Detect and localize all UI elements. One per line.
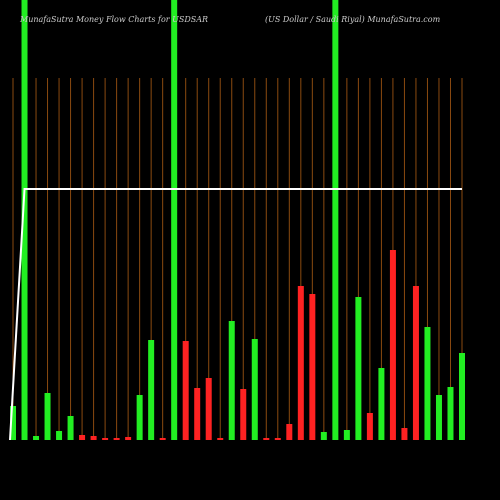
bar [44, 393, 51, 440]
bar [182, 341, 189, 440]
bar [274, 438, 281, 440]
bar [159, 438, 166, 440]
bar [320, 432, 327, 440]
bar [447, 387, 454, 440]
bar [102, 438, 109, 440]
bar [90, 436, 97, 440]
bar [389, 250, 396, 440]
bar [401, 428, 408, 440]
bar [228, 321, 235, 440]
bar [366, 413, 373, 440]
bar [67, 416, 74, 440]
bar [79, 435, 86, 440]
bar [136, 395, 143, 440]
bar [125, 437, 132, 440]
bar [378, 368, 385, 440]
bar [343, 430, 350, 440]
bar [412, 286, 419, 440]
bar [459, 353, 465, 440]
bar [217, 438, 224, 440]
bar [33, 436, 40, 440]
bar [309, 294, 316, 440]
bar [113, 438, 120, 440]
bar [205, 378, 212, 440]
bar [171, 0, 178, 440]
bar [355, 297, 362, 440]
bar [286, 424, 293, 440]
chart-subtitle: (US Dollar / Saudi Riyal) MunafaSutra.co… [265, 15, 441, 24]
bar [194, 388, 201, 440]
flow-line [9, 188, 462, 441]
bar [251, 339, 258, 440]
bar [240, 389, 247, 440]
bar [21, 0, 28, 440]
bar [332, 0, 339, 440]
bar [56, 431, 63, 440]
bar [297, 286, 304, 440]
bar [435, 395, 442, 440]
bar [263, 438, 270, 440]
bar [424, 327, 431, 440]
bar [148, 340, 155, 440]
bar [10, 406, 16, 440]
chart-title: MunafaSutra Money Flow Charts for USDSAR [19, 15, 208, 24]
